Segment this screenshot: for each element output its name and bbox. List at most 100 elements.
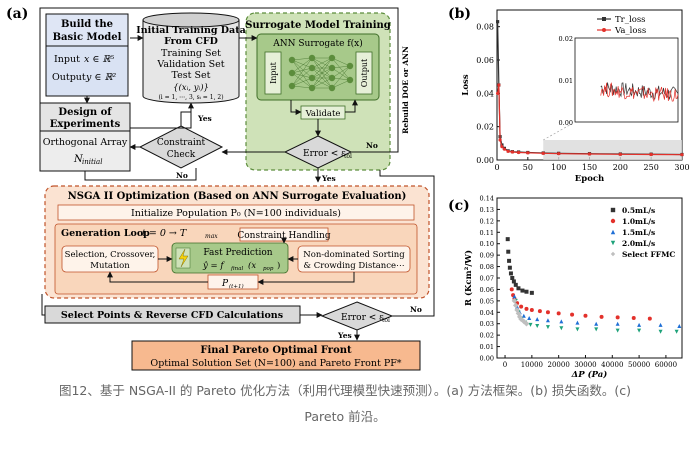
constraint-l2: Check	[167, 150, 196, 160]
y-tick-label: 0.12	[480, 217, 494, 225]
y-tick-label: 0.07	[480, 275, 494, 283]
data-point	[521, 313, 526, 318]
predict-l2-close: )	[277, 260, 280, 271]
panel-c-label: (c)	[448, 198, 470, 214]
x-tick-label: 50	[523, 163, 533, 172]
predict-l2-sub: final	[230, 266, 243, 272]
caption-line-1: 图12、基于 NSGA-II 的 Pareto 优化方法（利用代理模型快速预测）…	[58, 383, 632, 398]
figure: (a) Build the Basic Model Input x ∈ ℝ⁵ O…	[6, 6, 690, 380]
selection-l2: Mutation	[90, 261, 130, 271]
x-tick-label: 60000	[655, 361, 677, 369]
no-3: No	[410, 305, 422, 314]
data-point	[511, 279, 516, 284]
data-point	[510, 276, 515, 280]
data-title-1: Initial Training Data	[136, 25, 246, 36]
legend-label: 1.5mL/s	[622, 228, 655, 237]
x-tick-label: 30000	[574, 361, 596, 369]
build-output-label: Output	[52, 72, 86, 83]
nn-edge	[291, 57, 313, 74]
nn-node	[328, 74, 336, 82]
data-point	[513, 282, 518, 287]
final-desc: Optimal Solution Set (N=100) and Pareto …	[150, 358, 401, 369]
build-input-expr: x ∈ ℝ⁵	[84, 54, 114, 65]
data-training-set: Training Set	[161, 48, 221, 59]
x-tick-label: 10000	[521, 361, 543, 369]
nn-node	[328, 54, 336, 62]
nn-node	[328, 64, 336, 72]
y-tick-label: 0.09	[480, 252, 494, 260]
data-point	[535, 324, 540, 328]
data-point	[524, 289, 529, 294]
y-tick-label: 0.04	[480, 309, 494, 317]
data-point	[519, 304, 524, 309]
doe-title-1: Design of	[58, 107, 112, 118]
data-point	[516, 150, 521, 155]
data-point	[505, 237, 510, 242]
y-tick-label: 0.08	[480, 263, 494, 271]
nsga-init: Initialize Population P₀ (N=100 individu…	[131, 208, 341, 219]
nn-node	[288, 69, 296, 77]
data-point	[615, 321, 620, 326]
panel-b-label: (b)	[448, 6, 471, 22]
nn-edge	[291, 59, 313, 69]
constraint-check: Constraint Check	[138, 125, 224, 169]
data-point	[637, 322, 642, 327]
data-point	[575, 320, 580, 325]
error-1: Error < ε	[303, 149, 346, 159]
data-point	[509, 287, 514, 292]
data-point	[545, 325, 550, 330]
data-point	[511, 298, 518, 304]
data-point	[502, 147, 506, 151]
training-data-cylinder: Initial Training Data From CFD Training …	[136, 12, 246, 104]
error-1-sub: tol	[344, 153, 352, 160]
data-point	[680, 153, 684, 157]
data-point	[559, 319, 564, 324]
loop-expr: t = 0 → T	[142, 228, 187, 239]
surrogate-subtitle: ANN Surrogate f(x)	[272, 38, 362, 49]
data-point	[506, 249, 511, 254]
x-tick-label: 250	[644, 163, 659, 172]
nn-output-label: Output	[360, 58, 369, 87]
y-axis-label: R (Kcm²/W)	[463, 250, 474, 306]
x-tick-label: 300	[674, 163, 689, 172]
legend-label: 1.0mL/s	[622, 217, 655, 226]
data-validation-set: Validation Set	[156, 59, 224, 70]
legend-marker	[610, 207, 616, 213]
neural-network-graphic	[288, 54, 354, 92]
selection-l1: Selection, Crossover,	[65, 250, 156, 260]
data-point	[556, 311, 561, 316]
final-box	[131, 340, 421, 371]
data-point	[615, 328, 620, 333]
data-point	[618, 152, 622, 156]
data-point	[557, 152, 561, 156]
nn-node	[308, 54, 316, 62]
data-point	[599, 314, 604, 319]
data-point	[583, 313, 588, 318]
legend-marker	[610, 251, 616, 257]
y-tick-label: 0.06	[476, 56, 494, 65]
y-tick-label: 0.00	[476, 156, 494, 165]
inset-y-tick-label: 0.02	[559, 35, 573, 43]
data-point	[647, 316, 652, 321]
y-tick-label: 0.01	[480, 343, 494, 351]
data-test-set: Test Set	[172, 70, 211, 81]
x-axis-label: ΔP (Pa)	[571, 369, 608, 380]
data-point	[512, 294, 517, 299]
nn-edge	[291, 59, 313, 79]
y-tick-label: 0.14	[480, 195, 494, 203]
loss-chart: 0 50 100 150 200 250 300 0.00 0.02 0.04 0.06 0.08 Ep…	[461, 9, 690, 184]
build-input-label: Input	[54, 54, 80, 65]
nn-edge	[311, 57, 333, 89]
data-point	[500, 145, 504, 149]
legend-marker	[610, 229, 616, 235]
nn-edge	[331, 65, 351, 89]
build-model-box: Build the Basic Model Input x ∈ ℝ⁵ Outpu…	[45, 13, 129, 97]
surrogate-box: Surrogate Model Training ANN Surrogate f…	[245, 12, 391, 171]
nn-edge	[291, 57, 313, 61]
nn-edge	[291, 57, 313, 87]
data-point	[529, 290, 534, 295]
nn-edge	[291, 85, 313, 89]
plot-frame	[496, 197, 683, 359]
data-point	[587, 152, 592, 156]
legend-marker	[610, 218, 616, 224]
